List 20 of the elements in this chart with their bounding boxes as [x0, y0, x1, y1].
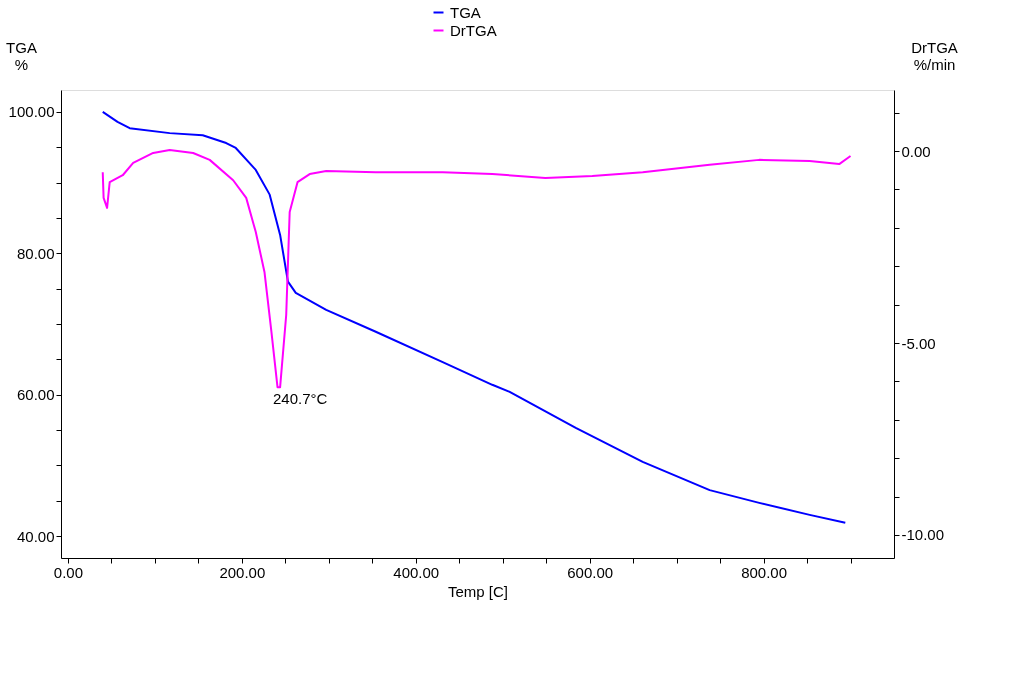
x-axis-title: Temp [C]	[447, 582, 509, 600]
legend-label: TGA	[450, 3, 481, 21]
y-axis-title: TGA %	[6, 38, 37, 73]
line-series	[101, 110, 847, 524]
x-tick-label: 200.00	[219, 563, 266, 581]
y-tick-label: 100.00	[8, 103, 55, 121]
y-tick-label: 60.00	[16, 386, 55, 404]
y2-tick-label: -5.00	[901, 334, 936, 352]
legend-label: DrTGA	[450, 21, 497, 39]
y2-axis-title: DrTGA %/min	[911, 38, 958, 73]
y-tick-label: 40.00	[16, 527, 55, 545]
annotation: 240.7°C	[273, 390, 328, 407]
y2-tick-label: 0.00	[901, 142, 931, 160]
x-tick-label: 600.00	[567, 563, 614, 581]
x-tick-label: 800.00	[741, 563, 788, 581]
y-tick-label: 80.00	[16, 244, 55, 262]
x-tick-label: 0.00	[53, 563, 84, 581]
line-series	[101, 148, 852, 389]
y2-tick-label: -10.00	[901, 526, 945, 544]
x-tick-label: 400.00	[393, 563, 440, 581]
